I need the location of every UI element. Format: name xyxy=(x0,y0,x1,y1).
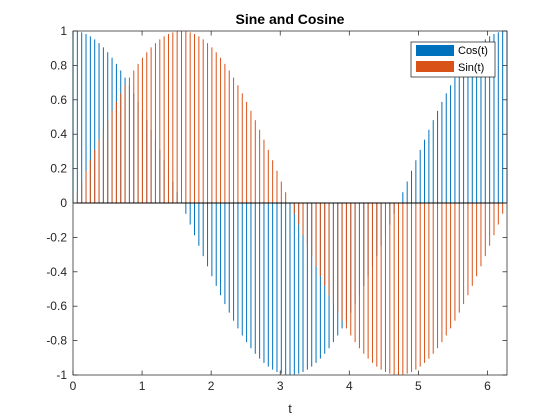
y-tick-label-10: 1 xyxy=(60,24,67,38)
series-1 xyxy=(76,31,504,375)
y-tick-label-3: -0.4 xyxy=(46,265,67,279)
legend-label-cos: Cos(t) xyxy=(458,45,488,57)
x-tick-label-0: 0 xyxy=(70,379,77,393)
legend: Cos(t) Sin(t) xyxy=(410,41,496,78)
y-tick-label-5: 0 xyxy=(60,196,67,210)
chart-title: Sine and Cosine xyxy=(236,11,345,27)
x-axis-title: t xyxy=(288,401,292,416)
legend-swatch-cos xyxy=(416,45,454,56)
x-tick-label-3: 3 xyxy=(277,379,284,393)
y-tick-label-2: -0.6 xyxy=(46,299,67,313)
y-tick-label-9: 0.8 xyxy=(50,58,67,72)
legend-swatch-sin xyxy=(416,61,454,72)
y-tick-label-8: 0.6 xyxy=(50,93,67,107)
legend-label-sin: Sin(t) xyxy=(458,62,484,74)
x-tick-label-4: 4 xyxy=(346,379,353,393)
y-tick-label-6: 0.2 xyxy=(50,162,67,176)
x-tick-label-6: 6 xyxy=(484,379,491,393)
y-tick-label-1: -0.8 xyxy=(46,334,67,348)
x-tick-label-5: 5 xyxy=(415,379,422,393)
y-tick-label-0: -1 xyxy=(56,368,67,382)
y-tick-label-7: 0.4 xyxy=(50,127,67,141)
stems-layer xyxy=(72,31,508,375)
ticks-layer: 0 1 2 3 4 5 6 -1 -0.8 -0.6 -0.4 -0.2 0 0.2 0.4 0.6 0.8 1 xyxy=(46,24,507,393)
y-tick-label-4: -0.2 xyxy=(46,230,67,244)
x-tick-label-2: 2 xyxy=(208,379,215,393)
x-tick-label-1: 1 xyxy=(139,379,146,393)
